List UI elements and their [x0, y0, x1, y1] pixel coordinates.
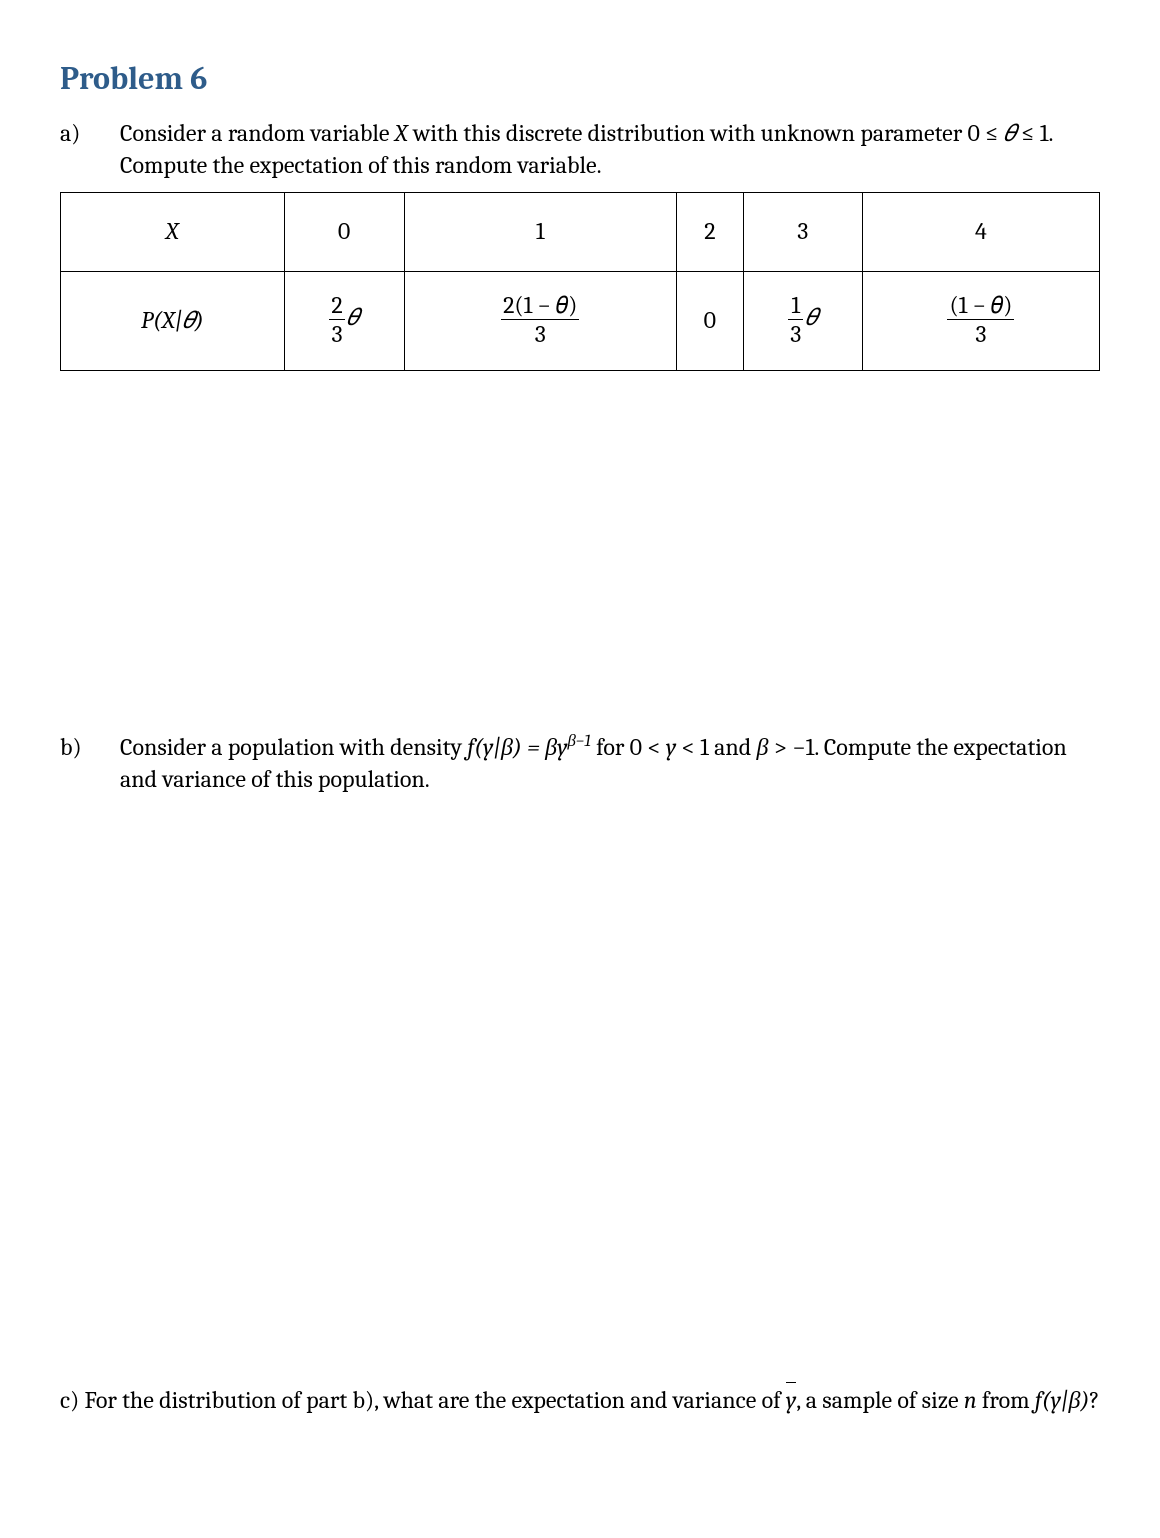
col-3: 3: [743, 192, 862, 271]
header-X-label: X: [166, 217, 179, 245]
part-b: b) Consider a population with density f(…: [60, 731, 1100, 796]
table-prob-row: P(X|𝜃) 2 3 𝜃 2(1 − 𝜃) 3 0: [61, 271, 1100, 370]
part-a-theta: 𝜃: [1004, 119, 1016, 147]
prob-2: 0: [676, 271, 743, 370]
pb-density: f(y|β) = βy: [467, 733, 567, 761]
part-a-text2: with this discrete distribution with unk…: [408, 119, 1004, 147]
pb-y: y: [666, 733, 676, 761]
col-2: 2: [676, 192, 743, 271]
pb-t2: for 0 <: [591, 733, 666, 761]
frac-0: 2 3: [329, 293, 344, 346]
pc-n: n: [964, 1386, 977, 1414]
ybar: y: [786, 1384, 796, 1416]
pc-t4: ?: [1089, 1386, 1099, 1414]
frac-4: (1 − 𝜃) 3: [947, 293, 1014, 346]
part-b-text: Consider a population with density f(y|β…: [120, 731, 1100, 796]
part-a-text1: Consider a random variable: [120, 119, 395, 147]
part-a-X: X: [395, 119, 408, 147]
frac-1: 2(1 − 𝜃) 3: [501, 293, 579, 346]
pb-beta: β: [757, 733, 769, 761]
frac-0-suffix: 𝜃: [347, 303, 359, 331]
pb-exp: β−1: [567, 732, 590, 751]
frac-1-den: 3: [501, 319, 579, 346]
prob-4: (1 − 𝜃) 3: [862, 271, 1099, 370]
part-b-label: b): [60, 731, 120, 763]
frac-3: 1 3: [788, 293, 803, 346]
ybar-y: y: [786, 1386, 796, 1414]
col-1: 1: [404, 192, 676, 271]
frac-3-suffix: 𝜃: [805, 303, 817, 331]
workspace-a: [60, 371, 1100, 731]
frac-1-num: 2(1 − 𝜃): [501, 293, 579, 319]
prob-label: P(X|𝜃): [141, 306, 204, 334]
prob-label-cell: P(X|𝜃): [61, 271, 285, 370]
col-4: 4: [862, 192, 1099, 271]
distribution-table: X 0 1 2 3 4 P(X|𝜃) 2 3 𝜃 2(1 − 𝜃) 3: [60, 192, 1100, 371]
pc-fyb: f(y|β): [1035, 1386, 1090, 1414]
problem-title: Problem 6: [60, 60, 1100, 97]
pc-t2: , a sample of size: [796, 1386, 964, 1414]
frac-0-num: 2: [329, 293, 344, 319]
prob-0: 2 3 𝜃: [284, 271, 404, 370]
prob-1: 2(1 − 𝜃) 3: [404, 271, 676, 370]
part-a-text: Consider a random variable X with this d…: [120, 117, 1100, 182]
part-a: a) Consider a random variable X with thi…: [60, 117, 1100, 182]
prob-3: 1 3 𝜃: [743, 271, 862, 370]
pb-t3: < 1 and: [676, 733, 756, 761]
frac-4-den: 3: [947, 319, 1014, 346]
frac-3-num: 1: [788, 293, 803, 319]
workspace-b: [60, 804, 1100, 1384]
frac-4-num: (1 − 𝜃): [947, 293, 1014, 319]
frac-3-den: 3: [788, 319, 803, 346]
part-c: c) For the distribution of part b), what…: [60, 1384, 1100, 1416]
frac-0-den: 3: [329, 319, 344, 346]
pb-t1: Consider a population with density: [120, 733, 467, 761]
pc-t1: c) For the distribution of part b), what…: [60, 1386, 786, 1414]
part-a-label: a): [60, 117, 120, 149]
pc-t3: from: [977, 1386, 1035, 1414]
table-header-row: X 0 1 2 3 4: [61, 192, 1100, 271]
col-0: 0: [284, 192, 404, 271]
header-X: X: [61, 192, 285, 271]
